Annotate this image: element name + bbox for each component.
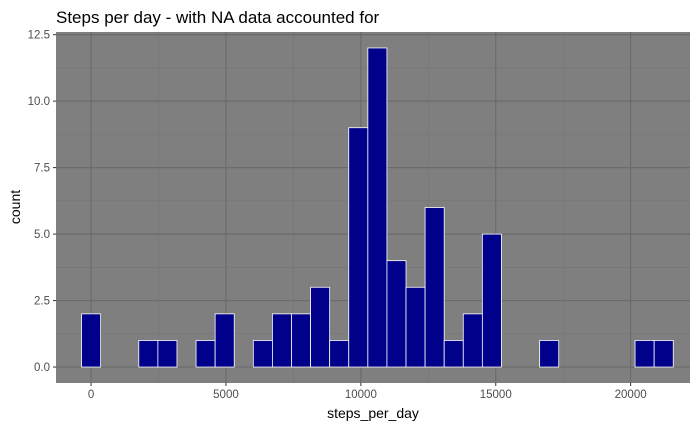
histogram-bar — [157, 340, 178, 368]
chart-title: Steps per day - with NA data accounted f… — [56, 8, 380, 27]
histogram-bar — [252, 340, 273, 368]
histogram-bar — [272, 313, 292, 368]
histogram-bar — [367, 47, 388, 368]
axis-ticks: 0 5000 10000 15000 20000 0.0 2.5 5.0 7.5 10.0 12.5 — [28, 30, 647, 401]
x-tick-label: 10000 — [345, 389, 377, 401]
histogram-bar — [386, 260, 407, 368]
histogram-bar — [138, 340, 159, 368]
y-tick-label: 0.0 — [34, 362, 50, 374]
histogram-bar — [195, 340, 216, 368]
y-tick-label: 7.5 — [34, 163, 50, 175]
y-axis-title: count — [7, 190, 23, 224]
y-tick-label: 10.0 — [28, 96, 50, 108]
y-tick-label: 12.5 — [28, 30, 50, 42]
x-tick-label: 5000 — [213, 389, 239, 401]
x-tick-label: 0 — [88, 389, 94, 401]
histogram-bar — [424, 207, 445, 368]
histogram-bar — [329, 340, 350, 368]
histogram-bar — [291, 313, 311, 368]
histogram-bar — [310, 286, 331, 368]
histogram-bar — [348, 127, 369, 368]
x-tick-label: 15000 — [480, 389, 512, 401]
histogram-bar — [634, 340, 655, 368]
histogram-bar — [539, 340, 560, 368]
histogram-bar — [214, 313, 235, 368]
histogram-bar — [443, 340, 464, 368]
histogram-bar — [405, 286, 426, 368]
y-tick-label: 5.0 — [34, 229, 50, 241]
x-axis-title: steps_per_day — [327, 405, 419, 421]
histogram-bar — [653, 340, 674, 368]
x-tick-label: 20000 — [615, 389, 647, 401]
bars-group — [81, 47, 674, 368]
histogram-bar — [81, 313, 102, 368]
histogram-bar — [462, 313, 483, 368]
y-tick-label: 2.5 — [34, 296, 50, 308]
histogram-bar — [481, 233, 502, 368]
